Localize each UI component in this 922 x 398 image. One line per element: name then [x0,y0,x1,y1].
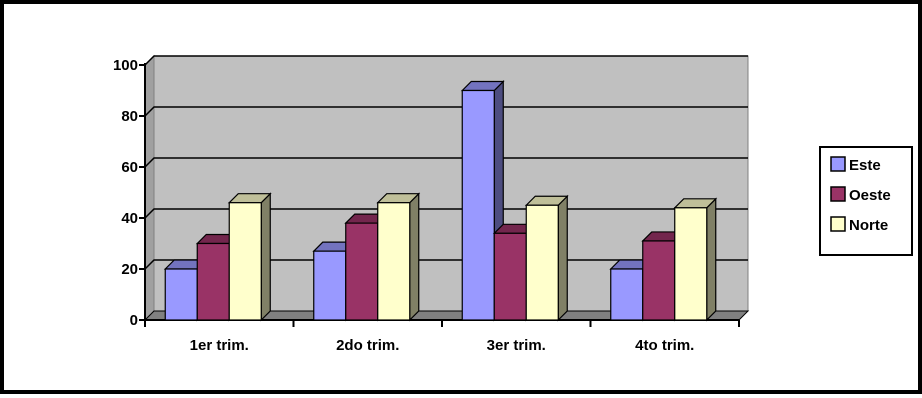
gridline-80 [144,106,748,117]
y-tick-label-0: 0 [130,312,138,329]
x-tick-label-2: 2do trim. [336,337,399,354]
gridlines [144,55,748,270]
gridline-100 [144,55,748,66]
gridline-60 [144,157,748,168]
x-axis-ticks: 1er trim. 2do trim. 3er trim. 4to trim. [144,320,740,354]
x-tick-label-4: 4to trim. [635,337,694,354]
bar-norte-4 [673,197,718,322]
y-tick-label-20: 20 [121,261,138,278]
legend-label-oeste: Oeste [849,187,891,204]
y-tick-label-60: 60 [121,159,138,176]
legend-swatch-este [830,156,846,172]
legend-label-este: Este [849,157,881,174]
y-tick-label-80: 80 [121,108,138,125]
bar-chart: 0 20 40 60 80 100 1er trim. 2do trim. 3er trim.… [113,54,913,354]
bar-norte-3 [524,194,569,322]
bars [163,80,718,322]
y-tick-label-40: 40 [121,210,138,227]
bar-norte-1 [227,192,272,322]
y-tick-label-100: 100 [113,57,138,74]
x-tick-label-1: 1er trim. [190,337,249,354]
legend-swatch-oeste [830,186,846,202]
legend-swatch-norte [830,216,846,232]
bar-norte-2 [376,192,421,322]
plot-side-wall [144,54,155,322]
legend-label-norte: Norte [849,217,888,234]
x-tick-label-3: 3er trim. [487,337,546,354]
legend: Este Oeste Norte [819,146,913,256]
y-axis-ticks: 0 20 40 60 80 100 [113,57,145,329]
